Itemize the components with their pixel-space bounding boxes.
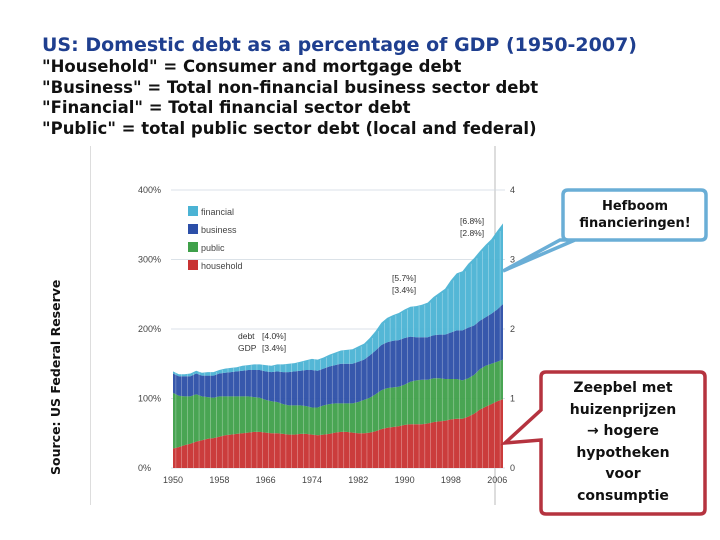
gdp-label: GDP <box>238 343 257 353</box>
page-title: US: Domestic debt as a percentage of GDP… <box>42 34 637 56</box>
legend-label-public: public <box>201 243 225 253</box>
bubble-line-6: consumptie <box>577 487 669 504</box>
debt-chart: 0% 0% 100% 100% 200% 200% 300% 300% 400% 400% 1950… <box>90 140 515 510</box>
legend-swatch-financial <box>188 206 198 216</box>
definition-public: "Public" = total public sector debt (loc… <box>42 118 537 138</box>
bubble-line-5: voor <box>605 466 641 482</box>
bubble-line-2: huizenprijzen <box>569 401 677 418</box>
gdp-growth-1: [3.4%] <box>262 343 286 353</box>
title-prefix: US <box>42 34 72 56</box>
legend-label-financial: financial <box>201 207 234 217</box>
debt-growth-1: [4.0%] <box>262 331 286 341</box>
title-rest: : Domestic debt as a percentage of GDP (… <box>71 34 637 56</box>
y-tick-label-left: 200% <box>138 324 161 334</box>
y-tick-label-right: 100% <box>510 394 515 404</box>
x-tick-label: 1990 <box>395 475 415 485</box>
definitions-list: "Household" = Consumer and mortgage debt… <box>42 57 538 139</box>
gdp-growth-2: [3.4%] <box>392 285 416 295</box>
debt-growth-3: [6.8%] <box>460 216 484 226</box>
x-tick-label: 1974 <box>302 475 322 485</box>
x-tick-label: 1998 <box>441 475 461 485</box>
area-business <box>173 304 503 408</box>
definition-financial: "Financial" = Total financial sector deb… <box>42 98 411 117</box>
x-tick-label: 1982 <box>348 475 368 485</box>
y-tick-label-right: 200% <box>510 324 515 334</box>
x-tick-label: 1950 <box>163 475 183 485</box>
debt-growth-2: [5.7%] <box>392 273 416 283</box>
y-tick-label-right: 400% <box>510 185 515 195</box>
debt-label: debt <box>238 331 255 341</box>
legend: financial business public household <box>188 206 243 271</box>
bubble-line-1: Zeepbel met <box>573 380 673 396</box>
bubble-line-3: → hogere <box>586 423 660 439</box>
area-financial <box>173 223 503 377</box>
leverage-callout-text: Hefboom financieringen! <box>579 199 691 231</box>
x-tick-label: 2006 <box>487 475 507 485</box>
y-tick-label-left: 300% <box>138 255 161 265</box>
y-tick-label-right: 300% <box>510 255 515 265</box>
legend-swatch-household <box>188 260 198 270</box>
y-tick-label-left: 100% <box>138 394 161 404</box>
y-tick-label-left: 400% <box>138 185 161 195</box>
x-tick-label: 1966 <box>256 475 276 485</box>
annotations: debt GDP [4.0%] [3.4%] [5.7%] [3.4%] [6.… <box>238 216 484 353</box>
definition-business: "Business" = Total non-financial busines… <box>42 77 539 97</box>
year-bars <box>175 223 507 468</box>
housing-bubble-callout-text: Zeepbel met huizenprijzen → hogere hypot… <box>545 378 701 507</box>
y-tick-label-left: 0% <box>138 463 151 473</box>
definition-household: "Household" = Consumer and mortgage debt <box>42 57 462 76</box>
legend-label-business: business <box>201 225 237 235</box>
legend-label-household: household <box>201 261 243 271</box>
legend-swatch-business <box>188 224 198 234</box>
source-label: Source: US Federal Reserve <box>48 279 63 475</box>
y-tick-label-right: 0% <box>510 463 515 473</box>
x-tick-label: 1958 <box>209 475 229 485</box>
legend-swatch-public <box>188 242 198 252</box>
bubble-line-4: hypotheken <box>576 444 670 461</box>
gdp-growth-3: [2.8%] <box>460 228 484 238</box>
